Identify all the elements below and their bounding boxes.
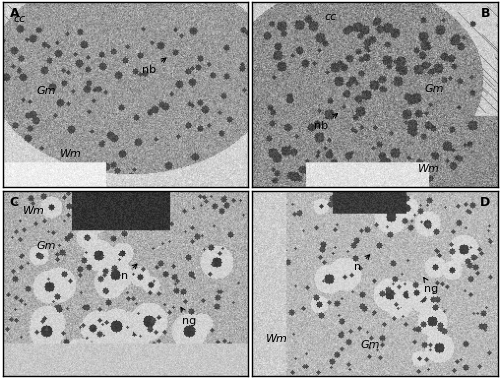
Text: nb: nb xyxy=(314,114,338,131)
Text: ng: ng xyxy=(424,277,438,294)
Text: Wm: Wm xyxy=(418,164,440,174)
Text: cc: cc xyxy=(14,14,26,23)
Text: nb: nb xyxy=(142,58,166,76)
Text: Wm: Wm xyxy=(24,206,46,216)
Text: Gm: Gm xyxy=(37,86,56,96)
Text: n: n xyxy=(122,264,137,281)
Text: Wm: Wm xyxy=(60,149,82,159)
Text: B: B xyxy=(480,8,490,20)
Text: n: n xyxy=(354,255,370,272)
Text: Wm: Wm xyxy=(266,334,288,344)
Text: C: C xyxy=(10,197,19,209)
Text: cc: cc xyxy=(324,12,337,22)
Text: Gm: Gm xyxy=(360,339,380,350)
Text: A: A xyxy=(10,8,20,20)
Text: Gm: Gm xyxy=(424,84,444,94)
Text: ng: ng xyxy=(181,307,196,325)
Text: D: D xyxy=(480,197,490,209)
Text: Gm: Gm xyxy=(37,242,56,251)
